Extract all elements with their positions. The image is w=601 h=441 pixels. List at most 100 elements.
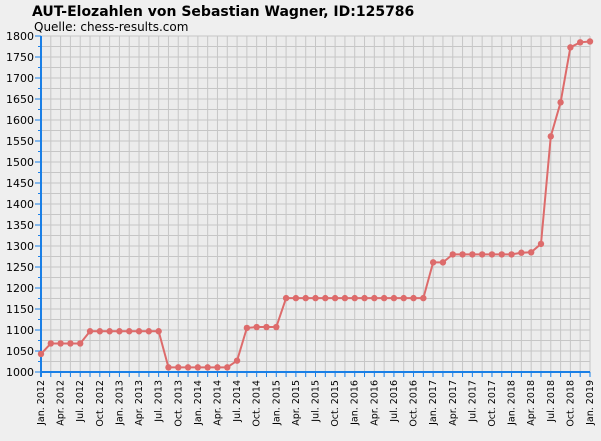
- y-tick-label: 1250: [6, 261, 34, 274]
- data-point: [469, 251, 476, 258]
- data-point: [155, 328, 162, 335]
- data-point: [478, 251, 486, 258]
- y-tick-label: 1750: [6, 51, 34, 64]
- data-point: [282, 294, 290, 302]
- data-point: [273, 323, 280, 331]
- data-point: [263, 323, 270, 331]
- x-tick-label: Jul. 2018: [546, 380, 557, 423]
- x-tick-label: Jan. 2017: [428, 380, 439, 426]
- x-tick-label: Jan. 2019: [585, 380, 596, 426]
- x-tick-label: Oct. 2018: [565, 380, 576, 427]
- x-tick-label: Jan. 2015: [271, 380, 282, 426]
- data-point: [214, 364, 221, 371]
- data-point: [145, 328, 153, 335]
- data-point: [322, 294, 329, 302]
- data-point: [77, 340, 84, 347]
- y-tick-label: 1100: [6, 324, 34, 337]
- data-point: [233, 357, 241, 364]
- data-point: [351, 294, 358, 302]
- data-point: [380, 294, 388, 302]
- x-tick-label: Jan. 2013: [114, 380, 125, 426]
- x-tick-label: Jan. 2018: [507, 380, 518, 426]
- x-tick-label: Jul. 2013: [154, 380, 165, 423]
- data-point: [439, 259, 447, 266]
- x-tick-label: Oct. 2016: [409, 380, 420, 427]
- data-point: [47, 340, 55, 347]
- chart-subtitle: Quelle: chess-results.com: [34, 20, 188, 34]
- y-tick-label: 1050: [6, 345, 34, 358]
- x-tick-label: Oct. 2015: [330, 380, 341, 427]
- data-point: [576, 39, 584, 46]
- data-point: [547, 133, 554, 140]
- data-point: [37, 350, 45, 358]
- x-tick-label: Apr. 2014: [212, 380, 223, 426]
- data-point: [331, 294, 339, 302]
- x-tick-label: Apr. 2018: [526, 380, 537, 426]
- data-point: [557, 99, 564, 106]
- y-tick-label: 1000: [6, 366, 34, 379]
- y-tick-label: 1350: [6, 219, 34, 232]
- data-point: [537, 240, 545, 248]
- data-point: [204, 364, 211, 371]
- data-point: [459, 251, 466, 258]
- x-tick-label: Apr. 2013: [134, 380, 145, 426]
- data-point: [371, 294, 378, 302]
- data-point: [390, 294, 398, 302]
- data-point: [498, 251, 505, 258]
- data-point: [488, 251, 496, 258]
- x-tick-label: Jul. 2014: [232, 380, 243, 423]
- x-tick-label: Oct. 2014: [252, 380, 263, 427]
- data-point: [67, 340, 74, 347]
- data-point: [420, 294, 427, 302]
- data-point: [518, 249, 525, 256]
- data-point: [449, 251, 456, 258]
- data-point: [175, 364, 182, 371]
- data-point: [253, 323, 260, 331]
- x-tick-label: Apr. 2017: [448, 380, 459, 426]
- data-point: [527, 249, 535, 256]
- y-tick-label: 1500: [6, 156, 34, 169]
- series-elo: [37, 38, 594, 371]
- data-point: [243, 324, 251, 332]
- y-tick-label: 1450: [6, 177, 34, 190]
- x-tick-label: Apr. 2012: [56, 380, 67, 426]
- data-point: [194, 364, 202, 371]
- x-tick-label: Jan. 2016: [350, 380, 361, 426]
- axes: [35, 35, 591, 377]
- data-point: [184, 364, 192, 371]
- data-point: [312, 294, 319, 302]
- x-tick-label: Oct. 2013: [173, 380, 184, 427]
- x-tick-label: Oct. 2017: [487, 380, 498, 427]
- data-point: [586, 38, 594, 45]
- data-point: [292, 294, 300, 302]
- data-point: [165, 364, 172, 371]
- x-tick-label: Apr. 2016: [369, 380, 380, 426]
- data-point: [361, 294, 368, 302]
- y-tick-label: 1400: [6, 198, 34, 211]
- data-point: [135, 328, 143, 335]
- x-tick-labels: Jan. 2012 Apr. 2012 Jul. 2012 Oct. 2012 Jan.…: [36, 380, 596, 427]
- data-point: [96, 328, 104, 335]
- data-point: [410, 294, 417, 302]
- y-tick-label: 1650: [6, 93, 34, 106]
- x-tick-label: Oct. 2012: [95, 380, 106, 427]
- x-tick-label: Jul. 2012: [75, 380, 86, 423]
- y-tick-label: 1550: [6, 135, 34, 148]
- data-point: [341, 294, 349, 302]
- x-tick-label: Jul. 2017: [467, 380, 478, 423]
- x-tick-label: Jan. 2014: [193, 380, 204, 426]
- y-tick-label: 1150: [6, 303, 34, 316]
- y-tick-label: 1200: [6, 282, 34, 295]
- y-tick-label: 1700: [6, 72, 34, 85]
- chart-title: AUT-Elozahlen von Sebastian Wagner, ID:1…: [32, 4, 414, 20]
- data-point: [302, 294, 309, 302]
- data-point: [86, 328, 94, 335]
- x-tick-label: Jul. 2015: [311, 380, 322, 423]
- x-tick-label: Jul. 2016: [389, 380, 400, 423]
- data-point: [567, 44, 574, 51]
- data-point: [116, 328, 123, 335]
- x-tick-label: Apr. 2015: [291, 380, 302, 426]
- data-point: [224, 364, 231, 371]
- y-tick-label: 1300: [6, 240, 34, 253]
